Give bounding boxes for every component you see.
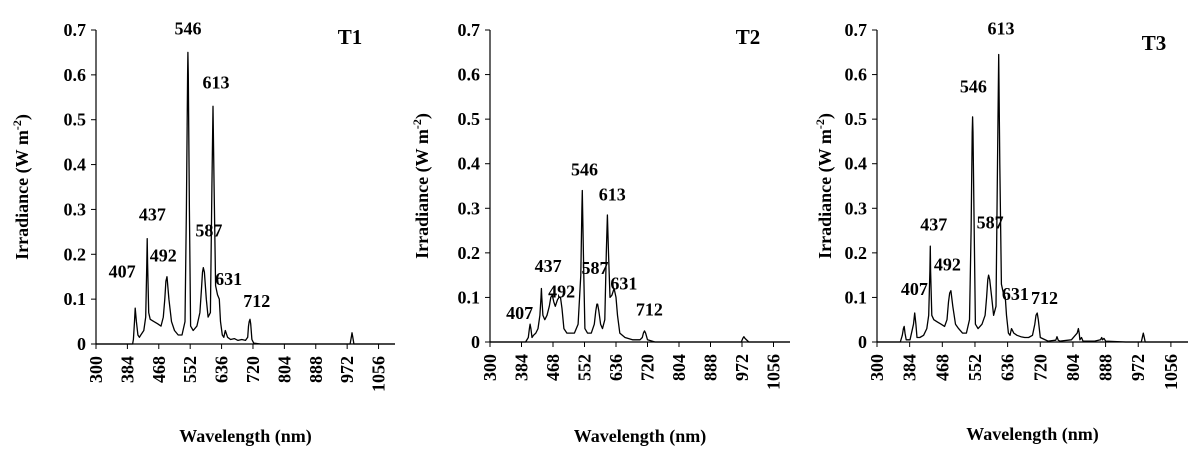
x-tick-label: 1056 [1161,354,1181,390]
y-tick-label: 0.4 [845,154,868,174]
x-tick-label: 1056 [764,354,784,390]
x-tick-label: 888 [306,356,326,383]
peak-label-546: 546 [174,18,201,38]
x-tick-label: 972 [732,354,752,381]
y-tick-label: 0.3 [845,198,868,218]
x-tick-label: 300 [86,356,106,383]
chart-panel-3: 0 0.1 0.2 0.3 0.4 0.5 0.6 0.7 300 384 468 552 636 720… [813,18,1188,445]
peak-label-631: 631 [1002,284,1029,304]
x-tick-label: 888 [701,354,721,381]
y-axis-title: Irradiance (W m-2) [813,113,836,259]
y-tick-label: 0.2 [845,243,868,263]
peak-label-613: 613 [599,185,626,205]
x-tick-label: 636 [212,356,232,383]
y-tick-label: 0.7 [64,20,87,40]
x-axis-title: Wavelength (nm) [574,426,707,447]
peak-label-407: 407 [109,262,136,282]
peak-label-613: 613 [988,18,1015,38]
panel-label: T3 [1142,31,1167,55]
panel-label: T2 [736,25,761,49]
x-tick-label: 552 [575,354,595,381]
x-tick-label: 804 [1063,354,1083,381]
peak-label-587: 587 [977,212,1004,232]
peak-label-492: 492 [934,255,961,275]
peak-label-712: 712 [1031,288,1058,308]
y-tick-label: 0.7 [458,20,481,40]
y-tick-label: 0.3 [64,199,87,219]
y-tick-label: 0.7 [845,20,868,40]
x-tick-label: 720 [243,356,263,383]
peak-label-587: 587 [582,258,609,278]
x-tick-label: 636 [998,354,1018,381]
x-tick-label: 300 [480,354,500,381]
x-tick-label: 720 [1030,354,1050,381]
x-axis-title: Wavelength (nm) [966,424,1099,445]
x-tick-label: 468 [543,354,563,381]
y-tick-label: 0 [77,334,86,354]
y-tick-label: 0.2 [64,244,87,264]
x-tick-label: 972 [1128,354,1148,381]
x-tick-label: 972 [337,356,357,383]
peak-label-631: 631 [610,273,637,293]
x-tick-label: 384 [117,356,137,383]
peak-label-407: 407 [506,303,533,323]
y-tick-label: 0.6 [64,65,87,85]
chart-panel-1: 0 0.1 0.2 0.3 0.4 0.5 0.6 0.7 300 384 468 552 636 720… [10,18,395,447]
x-tick-label: 552 [965,354,985,381]
peak-label-492: 492 [150,245,177,265]
y-tick-label: 0 [858,332,867,352]
x-tick-label: 636 [606,354,626,381]
x-tick-label: 1056 [369,356,389,392]
spectrum-line-T3 [877,53,1188,343]
peak-label-712: 712 [636,299,663,319]
y-tick-label: 0.2 [458,243,481,263]
y-tick-label: 0.4 [458,154,481,174]
peak-label-437: 437 [535,256,562,276]
y-tick-label: 0.6 [458,65,481,85]
spectrum-line-T2 [490,189,790,343]
peak-label-492: 492 [548,281,575,301]
x-tick-label: 300 [867,354,887,381]
peak-label-613: 613 [202,72,229,92]
peak-label-546: 546 [571,160,598,180]
x-tick-label: 552 [180,356,200,383]
y-tick-label: 0.1 [64,289,87,309]
peak-label-587: 587 [195,220,222,240]
y-tick-label: 0.4 [64,155,87,175]
x-tick-label: 888 [1096,354,1116,381]
x-tick-label: 804 [274,356,294,383]
chart-panel-2: 0 0.1 0.2 0.3 0.4 0.5 0.6 0.7 300 384 468 552 636 720… [410,20,790,447]
peak-label-437: 437 [920,215,947,235]
x-tick-label: 468 [149,356,169,383]
y-tick-label: 0.5 [64,110,87,130]
peak-label-712: 712 [243,291,270,311]
y-tick-label: 0.1 [845,287,868,307]
x-axis-title: Wavelength (nm) [179,426,312,447]
y-tick-label: 0 [471,332,480,352]
peak-label-546: 546 [960,76,987,96]
y-axis-title: Irradiance (W m-2) [10,114,33,260]
panel-label: T1 [338,25,363,49]
y-tick-label: 0.5 [458,109,481,129]
y-axis-title: Irradiance (W m-2) [410,113,433,259]
x-tick-label: 804 [669,354,689,381]
peak-label-437: 437 [139,205,166,225]
y-tick-label: 0.3 [458,198,481,218]
peak-label-631: 631 [215,269,242,289]
y-tick-label: 0.1 [458,287,481,307]
x-tick-label: 384 [512,354,532,381]
x-tick-label: 720 [638,354,658,381]
y-tick-label: 0.5 [845,109,868,129]
peak-label-407: 407 [901,279,928,299]
y-tick-label: 0.6 [845,65,868,85]
x-tick-label: 468 [932,354,952,381]
x-tick-label: 384 [900,354,920,381]
